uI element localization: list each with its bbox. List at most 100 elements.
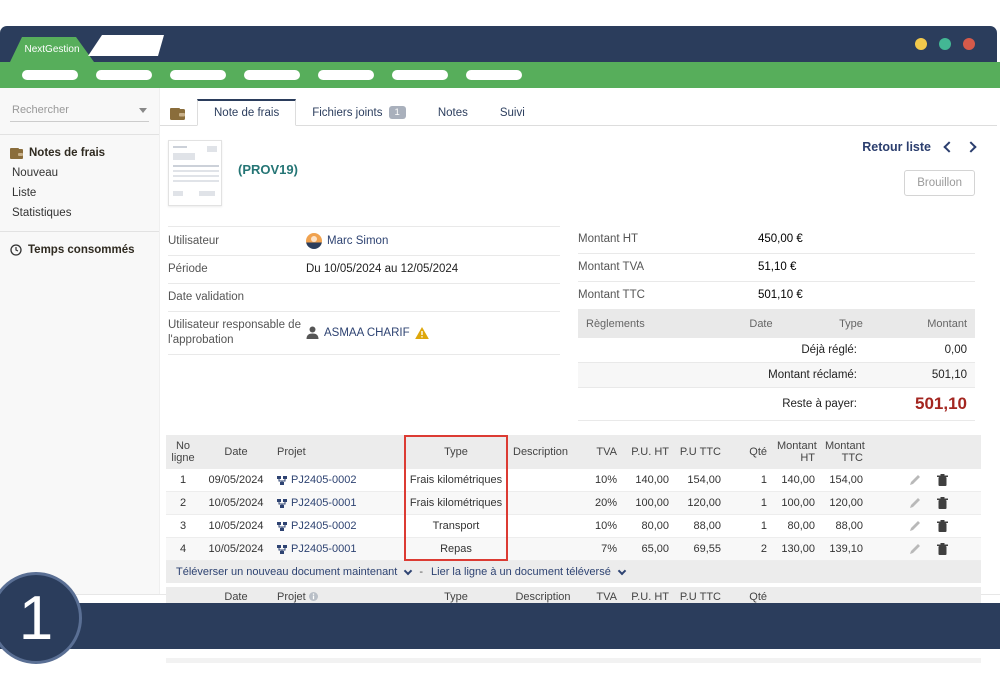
nav-item-placeholder[interactable] (392, 70, 448, 80)
divider (0, 134, 159, 135)
tab-suivi[interactable]: Suivi (484, 101, 541, 125)
sidebar-item-liste[interactable]: Liste (12, 187, 37, 199)
edit-icon[interactable] (909, 474, 921, 486)
detail-label: Période (168, 263, 208, 275)
window-titlebar: NextGestion (0, 26, 997, 62)
edit-icon[interactable] (909, 543, 921, 555)
chevron-down-icon[interactable] (617, 566, 627, 576)
amount-row-ttc: Montant TTC 501,10 € (578, 282, 975, 310)
sidebar-section-temps[interactable]: Temps consommés (10, 244, 149, 256)
main-panel: Note de frais Fichiers joints 1 Notes Su… (160, 88, 997, 664)
reglements-header: Règlements Date Type Montant (578, 309, 975, 338)
nav-item-placeholder[interactable] (318, 70, 374, 80)
record-title: (PROV19) (238, 162, 298, 177)
info-icon (308, 591, 318, 603)
brouillon-button[interactable]: Brouillon (904, 170, 975, 196)
detail-label: Utilisateur responsable de l'approbation (168, 318, 301, 346)
amount-value: 450,00 € (758, 233, 803, 246)
divider (0, 231, 159, 232)
tab-note-de-frais[interactable]: Note de frais (197, 99, 297, 126)
sidebar-section-notes-title: Notes de frais (29, 147, 106, 159)
nav-item-placeholder[interactable] (170, 70, 226, 80)
nav-item-placeholder[interactable] (244, 70, 300, 80)
retour-liste-link[interactable]: Retour liste (862, 140, 977, 154)
form-col-description: Description (508, 587, 578, 608)
lines-table-wrap: No ligne Date Projet Type Description TV… (166, 434, 981, 562)
document-thumbnail[interactable] (168, 140, 222, 206)
prev-record-icon[interactable] (943, 141, 955, 153)
amount-row-tva: Montant TVA 51,10 € (578, 254, 975, 282)
nav-item-placeholder[interactable] (22, 70, 78, 80)
step-number: 1 (18, 583, 54, 653)
lier-document-link[interactable]: Lier la ligne à un document téléversé (431, 566, 611, 579)
table-row: 1 09/05/2024 PJ2405-0002 Frais kilométri… (166, 468, 981, 493)
delete-icon[interactable] (937, 520, 948, 533)
edit-icon[interactable] (909, 520, 921, 532)
col-puht: P.U. HT (622, 434, 674, 469)
form-col-puttc: P.U TTC (674, 587, 726, 608)
col-no: No ligne (166, 434, 200, 469)
col-type: Type (404, 434, 508, 469)
chevron-down-icon (139, 107, 147, 113)
separator: - (419, 566, 424, 579)
window-dot-teal[interactable] (939, 38, 951, 50)
window-dot-yellow[interactable] (915, 38, 927, 50)
tab-fichiers-joints[interactable]: Fichiers joints 1 (296, 100, 422, 125)
amount-label: Montant HT (578, 233, 639, 245)
projet-link[interactable]: PJ2405-0001 (277, 543, 399, 555)
form-col-qte: Qté (726, 587, 772, 608)
user-link[interactable]: Marc Simon (327, 235, 389, 247)
tab-note-de-frais-label: Note de frais (214, 107, 280, 119)
col-description: Description (508, 434, 578, 469)
lines-header-row: No ligne Date Projet Type Description TV… (166, 434, 981, 469)
delete-icon[interactable] (937, 543, 948, 556)
window-dot-red[interactable] (963, 38, 975, 50)
delete-icon[interactable] (937, 497, 948, 510)
summary-label: Montant réclamé: (768, 368, 857, 381)
sidebar-section-notes: Notes de frais (10, 147, 149, 159)
tab-placeholder[interactable] (88, 35, 164, 56)
search-select[interactable]: Rechercher (10, 102, 149, 122)
nav-item-placeholder[interactable] (96, 70, 152, 80)
sidebar-item-statistiques[interactable]: Statistiques (12, 207, 72, 219)
table-row: 2 10/05/2024 PJ2405-0001 Frais kilométri… (166, 491, 981, 516)
form-col-puht: P.U. HT (622, 587, 674, 608)
summary-row-regle: Déjà réglé: 0,00 (578, 338, 975, 363)
brand-tab[interactable]: NextGestion (10, 37, 94, 62)
nav-item-placeholder[interactable] (466, 70, 522, 80)
projet-link[interactable]: PJ2405-0001 (277, 497, 399, 509)
projet-link[interactable]: PJ2405-0002 (277, 474, 399, 486)
amount-row-ht: Montant HT 450,00 € (578, 226, 975, 254)
televerser-link[interactable]: Téléverser un nouveau document maintenan… (176, 566, 398, 579)
col-date: Date (200, 434, 272, 469)
sidebar-item-nouveau[interactable]: Nouveau (12, 167, 59, 179)
tab-bar: Note de frais Fichiers joints 1 Notes Su… (160, 88, 997, 126)
amounts-panel: Montant HT 450,00 € Montant TVA 51,10 € … (578, 226, 975, 421)
clock-icon (10, 244, 22, 256)
delete-icon[interactable] (937, 474, 948, 487)
tab-notes[interactable]: Notes (422, 101, 484, 125)
projet-link[interactable]: PJ2405-0002 (277, 520, 399, 532)
warning-icon (414, 326, 429, 339)
fichiers-joints-count-badge: 1 (388, 106, 406, 119)
step-number-overlay: 1 (0, 572, 82, 664)
summary-row-reclame: Montant réclamé: 501,10 (578, 362, 975, 388)
person-icon (306, 326, 319, 340)
chevron-down-icon[interactable] (404, 566, 413, 576)
col-montant-ht: Montant HT (772, 434, 820, 469)
wallet-icon (170, 108, 185, 120)
col-tva: TVA (578, 434, 622, 469)
detail-label: Date validation (168, 290, 245, 303)
edit-icon[interactable] (909, 497, 921, 509)
divider (166, 658, 981, 664)
avatar (306, 233, 322, 249)
approver-link[interactable]: ASMAA CHARIF (324, 326, 410, 339)
col-projet: Projet (272, 434, 404, 469)
detail-row-approbateur: Utilisateur responsable de l'approbation… (168, 312, 560, 355)
details-section: Utilisateur Marc Simon Période Du 10/05/… (160, 222, 997, 421)
detail-row-date-validation: Date validation (168, 284, 560, 312)
table-row: 4 10/05/2024 PJ2405-0001 Repas 7% 65,00 … (166, 537, 981, 562)
next-record-icon[interactable] (965, 141, 977, 153)
summary-row-reste: Reste à payer: 501,10 (578, 388, 975, 421)
